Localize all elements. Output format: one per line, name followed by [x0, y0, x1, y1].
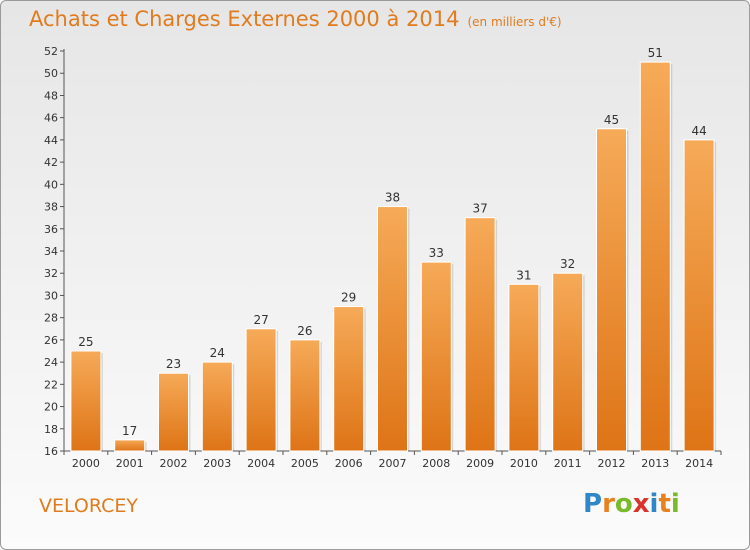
bar-value-label: 44: [691, 124, 706, 138]
y-tick-label: 46: [44, 112, 58, 125]
x-tick-label: 2005: [291, 457, 319, 470]
y-tick-label: 18: [44, 423, 58, 436]
bar: [596, 128, 627, 452]
bar: [508, 283, 540, 452]
chart-title: Achats et Charges Externes 2000 à 2014 (e…: [29, 7, 562, 31]
commune-name: VELORCEY: [39, 495, 138, 517]
y-tick-label: 40: [44, 178, 58, 191]
bar: [639, 61, 671, 452]
bar-value-label: 33: [429, 246, 444, 260]
bar: [289, 339, 321, 452]
x-tick-label: 2011: [554, 457, 582, 470]
bar-value-label: 25: [78, 335, 93, 349]
bar-value-label: 24: [210, 346, 225, 360]
x-tick-label: 2002: [160, 457, 188, 470]
y-tick-label: 26: [44, 334, 58, 347]
chart-bars: 25 17 23 24 27 26 29 38 33 37 31 32 45 51 44: [70, 46, 717, 452]
x-tick-label: 2009: [466, 457, 494, 470]
y-tick-label: 32: [44, 267, 58, 280]
x-tick-label: 2014: [685, 457, 713, 470]
bar: [70, 350, 102, 452]
y-tick-label: 30: [44, 289, 58, 302]
y-tick-label: 52: [44, 45, 58, 58]
x-tick-label: 2006: [335, 457, 363, 470]
logo-letter: i: [670, 489, 680, 519]
bar: [683, 139, 715, 452]
y-tick-label: 42: [44, 156, 58, 169]
bar-value-label: 32: [560, 257, 575, 271]
bar: [114, 439, 146, 452]
bar: [333, 306, 365, 452]
x-tick-label: 2004: [247, 457, 275, 470]
logo-letter: x: [632, 489, 650, 519]
x-tick-label: 2003: [203, 457, 231, 470]
bar-value-label: 38: [385, 191, 400, 205]
bar-value-label: 45: [604, 113, 619, 127]
chart-subtitle: (en milliers d'€): [467, 15, 562, 29]
x-tick-label: 2013: [641, 457, 669, 470]
bar: [245, 328, 277, 452]
y-tick-label: 36: [44, 223, 58, 236]
chart-title-text: Achats et Charges Externes 2000 à 2014: [29, 7, 460, 31]
chart-axes: 16 18 20 22 24 26 28 30 32 34 36 38 40 42 44 46 48 50 52 20…: [44, 45, 722, 470]
y-tick-label: 48: [44, 89, 58, 102]
bar-value-label: 27: [253, 313, 268, 327]
bar-value-label: 23: [166, 357, 181, 371]
x-tick-label: 2010: [510, 457, 538, 470]
bar: [201, 361, 233, 452]
x-tick-label: 2012: [598, 457, 626, 470]
logo-letter: i: [649, 489, 659, 519]
x-tick-label: 2000: [72, 457, 100, 470]
y-tick-label: 38: [44, 201, 58, 214]
logo-letter: t: [658, 489, 671, 519]
y-tick-label: 24: [44, 356, 58, 369]
bar: [377, 206, 408, 452]
bar: [420, 261, 452, 452]
bar-value-label: 29: [341, 291, 356, 305]
bar: [158, 372, 189, 452]
bar-value-label: 37: [472, 202, 487, 216]
bar: [552, 272, 584, 452]
logo-letter: o: [614, 489, 633, 519]
bar-value-label: 26: [297, 324, 312, 338]
logo-letter: r: [602, 489, 615, 519]
proxiti-logo[interactable]: Proxiti: [583, 489, 680, 519]
bar-value-label: 17: [122, 424, 137, 438]
y-tick-label: 28: [44, 312, 58, 325]
x-tick-label: 2007: [379, 457, 407, 470]
y-tick-label: 16: [44, 445, 58, 458]
y-tick-label: 20: [44, 401, 58, 414]
y-tick-label: 22: [44, 378, 58, 391]
x-tick-label: 2008: [422, 457, 450, 470]
bar-value-label: 51: [648, 46, 663, 60]
bar: [464, 217, 496, 452]
logo-letter: P: [583, 489, 603, 519]
x-tick-label: 2001: [116, 457, 144, 470]
bar-value-label: 31: [516, 268, 531, 282]
y-tick-label: 44: [44, 134, 58, 147]
y-tick-label: 50: [44, 67, 58, 80]
y-tick-label: 34: [44, 245, 58, 258]
